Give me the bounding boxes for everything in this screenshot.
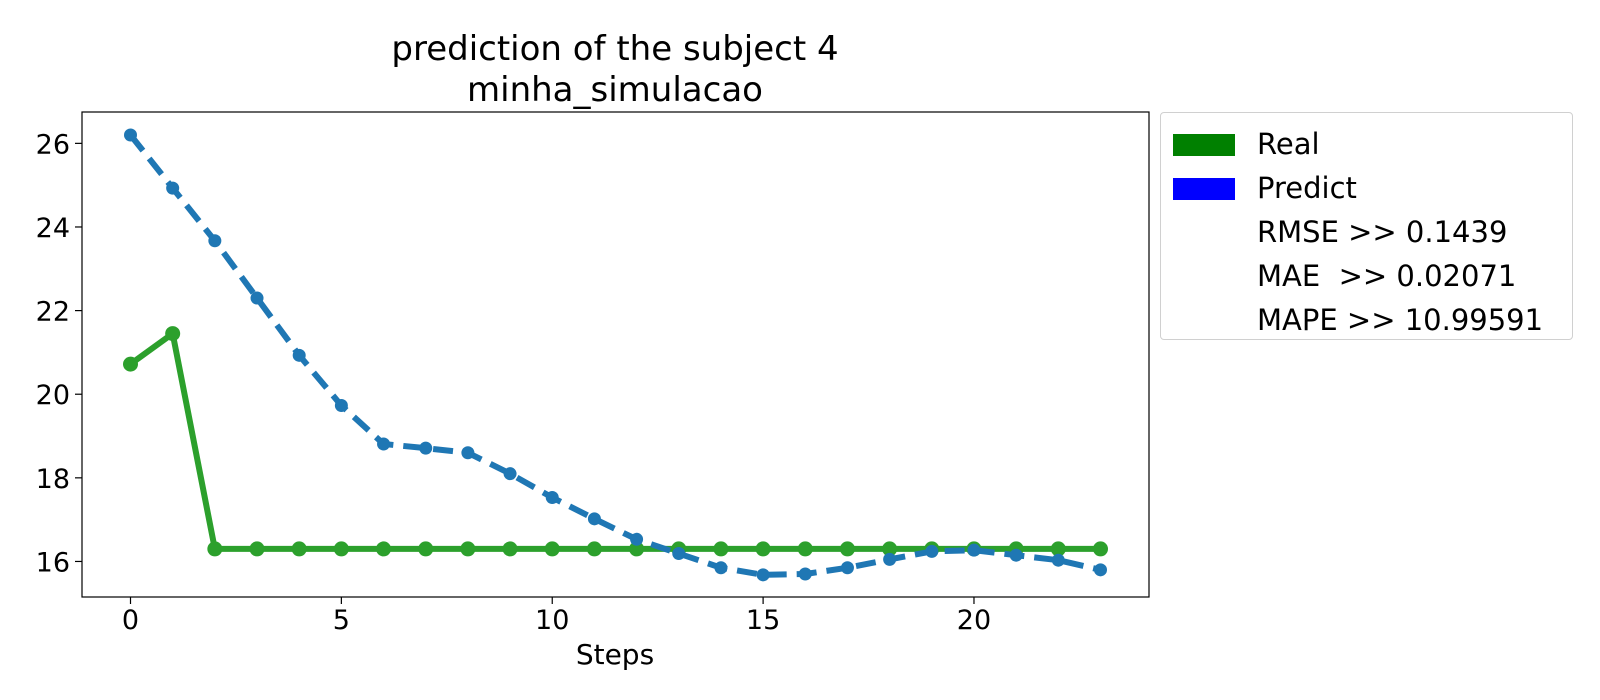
data-point-real <box>207 541 223 557</box>
series-line-real <box>128 330 1101 552</box>
data-point-real <box>1093 541 1108 557</box>
data-point-real <box>123 356 138 372</box>
data-point-real <box>839 541 855 557</box>
data-point-predict <box>503 467 517 481</box>
data-point-predict <box>377 437 391 451</box>
data-point-real <box>629 541 645 557</box>
x-tick-label: 5 <box>333 605 350 636</box>
data-point-predict <box>1051 553 1065 567</box>
data-point-real <box>418 541 434 557</box>
data-point-predict <box>419 441 433 455</box>
legend-item-predict: Predict <box>1161 169 1572 209</box>
data-point-real <box>333 541 349 557</box>
y-tick-label: 26 <box>36 129 70 160</box>
data-point-real <box>755 541 771 557</box>
y-tick-label: 18 <box>36 464 70 495</box>
data-point-predict <box>883 552 897 566</box>
data-point-predict <box>545 490 559 504</box>
data-point-predict <box>756 568 770 582</box>
data-point-predict <box>166 181 180 195</box>
data-point-real <box>713 541 729 557</box>
y-tick-label: 22 <box>36 297 70 328</box>
x-tick-label: 10 <box>535 605 569 636</box>
series-line-predict <box>128 133 1102 578</box>
series-predict <box>124 128 1107 582</box>
legend-annotation-0: RMSE >> 0.1439 <box>1161 213 1572 253</box>
data-point-real <box>586 541 602 557</box>
data-point-predict <box>1094 563 1107 577</box>
data-point-predict <box>967 543 981 557</box>
data-point-real <box>882 541 898 557</box>
y-tick-label: 16 <box>36 547 70 578</box>
data-point-predict <box>714 561 728 575</box>
chart-title: prediction of the subject 4 <box>391 29 838 69</box>
x-tick-label: 20 <box>957 605 991 636</box>
x-axis-label: Steps <box>576 638 654 671</box>
data-point-predict <box>925 544 939 558</box>
legend-annotation-2: MAPE >> 10.99591 <box>1161 301 1572 341</box>
legend-label: Real <box>1257 127 1320 161</box>
legend-item-real: Real <box>1161 125 1572 165</box>
plot-area: 0 5 10 15 20 16 18 20 22 24 26 <box>36 111 1150 636</box>
data-point-predict <box>1009 548 1023 562</box>
data-point-real <box>249 541 265 557</box>
data-point-real <box>291 541 307 557</box>
x-tick-label: 0 <box>122 605 139 636</box>
data-point-predict <box>587 512 601 526</box>
data-point-predict <box>292 348 306 362</box>
x-tick-label: 15 <box>746 605 780 636</box>
data-point-predict <box>124 128 137 142</box>
data-point-real <box>797 541 813 557</box>
data-point-predict <box>840 561 854 575</box>
plot-frame <box>81 111 1150 598</box>
data-point-real <box>460 541 476 557</box>
legend: Real Predict RMSE >> 0.1439 MAE >> 0.02071 M… <box>1160 112 1573 340</box>
legend-label: MAE >> 0.02071 <box>1257 259 1517 293</box>
data-point-predict <box>334 399 348 413</box>
series-real <box>123 326 1108 557</box>
data-point-real <box>376 541 392 557</box>
data-point-predict <box>798 567 812 581</box>
data-point-real <box>1050 541 1066 557</box>
legend-swatch <box>1173 134 1235 156</box>
chart-subtitle: minha_simulacao <box>467 70 763 110</box>
legend-annotation-1: MAE >> 0.02071 <box>1161 257 1572 297</box>
y-tick-label: 20 <box>36 380 70 411</box>
legend-swatch <box>1173 178 1235 200</box>
legend-label: MAPE >> 10.99591 <box>1257 303 1544 337</box>
data-point-predict <box>250 291 264 305</box>
data-point-predict <box>461 446 475 460</box>
data-point-real <box>165 326 181 342</box>
data-point-predict <box>630 532 644 546</box>
legend-label: RMSE >> 0.1439 <box>1257 215 1508 249</box>
data-point-predict <box>672 547 686 561</box>
y-tick-label: 24 <box>36 213 70 244</box>
data-point-real <box>544 541 560 557</box>
data-point-real <box>502 541 518 557</box>
legend-label: Predict <box>1257 171 1357 205</box>
data-point-predict <box>208 234 222 248</box>
